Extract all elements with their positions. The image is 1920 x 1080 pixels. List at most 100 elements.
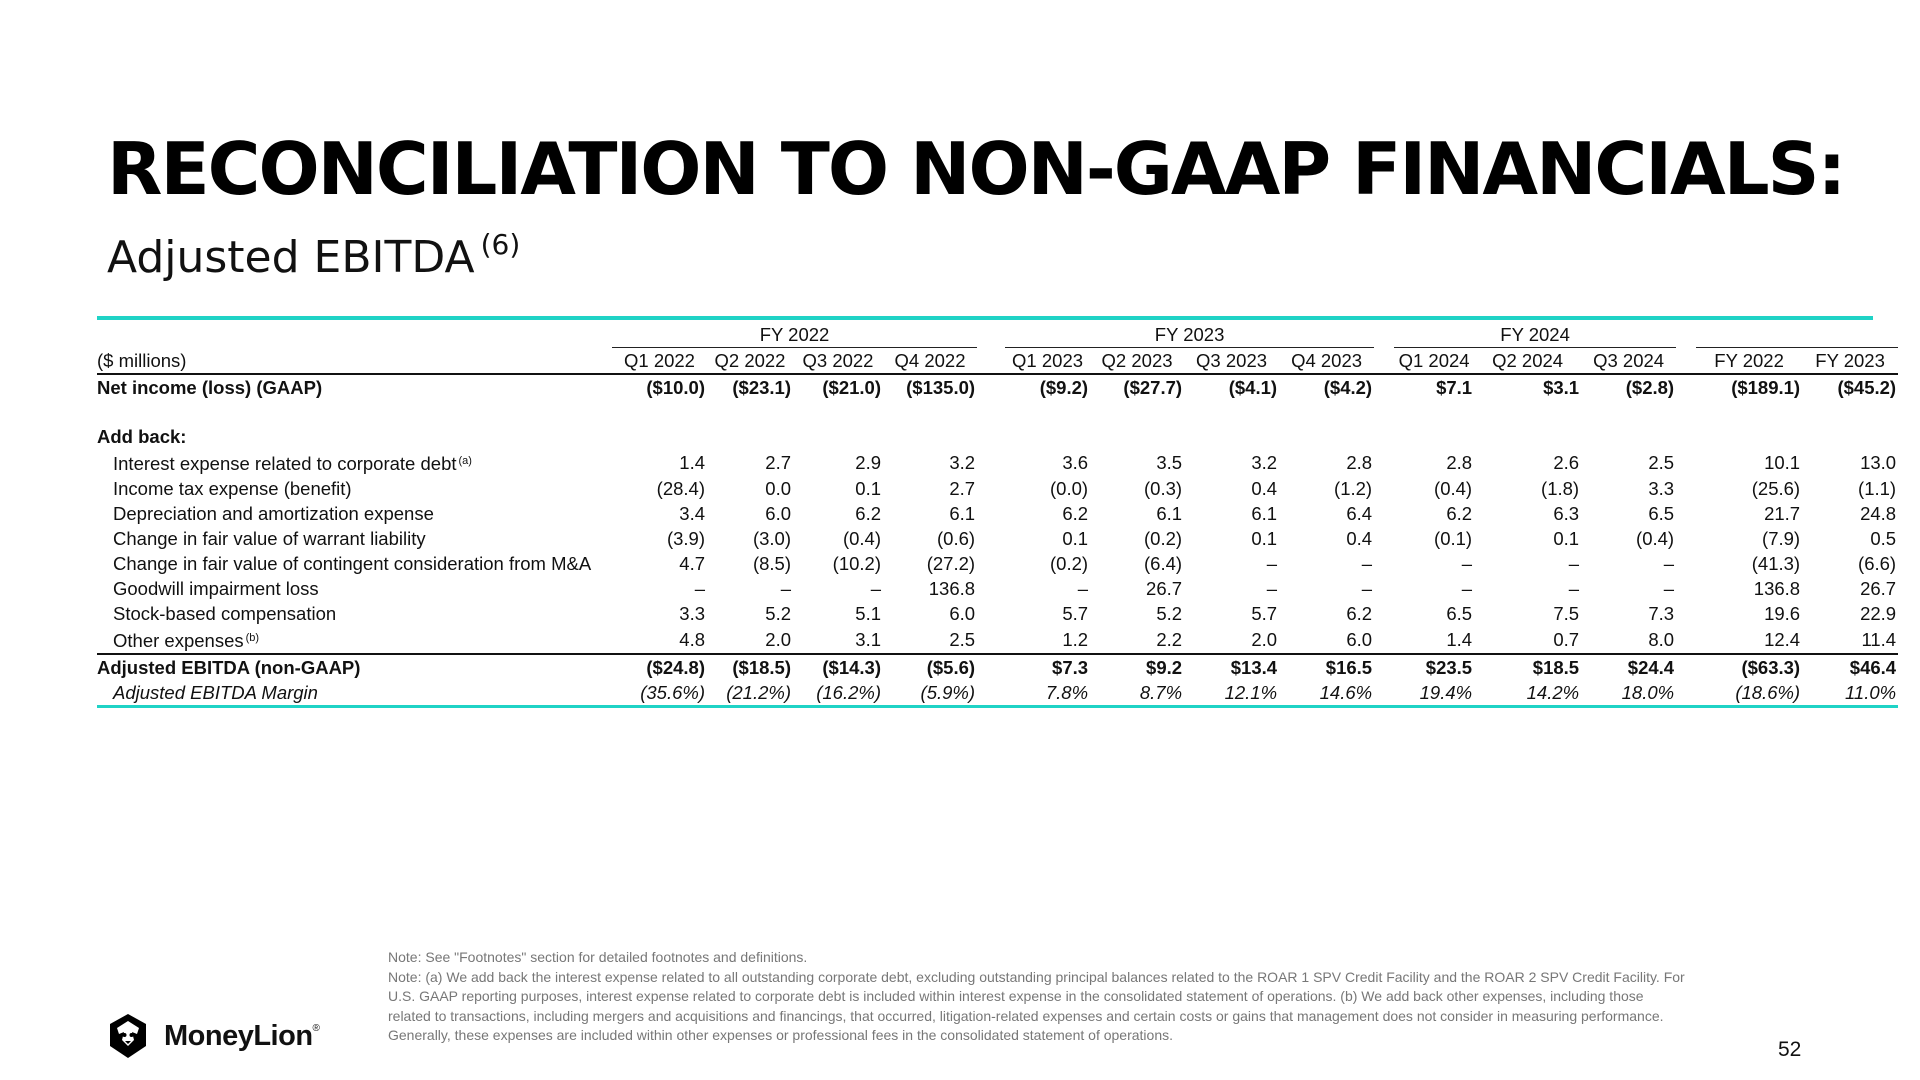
subtitle-text: Adjusted EBITDA — [107, 232, 475, 283]
table-cell: ($2.8) — [1625, 377, 1675, 398]
column-gap — [1676, 601, 1696, 626]
logo-wordmark: MoneyLion® — [164, 1020, 320, 1053]
table-cell: 11.0% — [1802, 680, 1899, 708]
table-cell: ($27.7) — [1123, 377, 1183, 398]
table-cell: – — [694, 578, 705, 599]
table-cell: ($135.0) — [906, 377, 976, 398]
table-cell: ($63.3) — [1696, 653, 1803, 680]
table-cell: 7.8% — [1005, 680, 1091, 708]
page-title: RECONCILIATION TO NON-GAAP FINANCIALS: — [107, 127, 1846, 211]
table-cell: 2.5 — [1648, 452, 1675, 473]
table-cell: – — [1361, 553, 1373, 574]
moneylion-logo: MoneyLion® — [104, 1012, 320, 1060]
table-cell: (0.1) — [1434, 528, 1473, 549]
column-gap — [977, 626, 1005, 654]
table-cell: ($21.0) — [822, 377, 881, 398]
table-cell: (16.2%) — [793, 680, 883, 708]
column-header: FY 2023 — [1802, 347, 1899, 375]
table-cell: – — [1461, 578, 1473, 599]
table-cell: (0.4) — [1434, 478, 1473, 499]
table-cell: 2.7 — [765, 452, 791, 473]
column-gap — [1676, 626, 1696, 654]
table-cell: 3.4 — [679, 503, 705, 524]
column-gap — [1676, 501, 1696, 526]
table-row-margin: Adjusted EBITDA Margin (35.6%) (21.2%) (16.… — [97, 680, 1899, 708]
column-gap — [977, 526, 1005, 551]
row-label: Goodwill impairment loss — [97, 576, 612, 601]
table-cell: 12.1% — [1184, 680, 1280, 708]
reconciliation-table: FY 2022 FY 2023 FY 2024 ($ millions) Q1 … — [97, 322, 1899, 708]
row-label-text: Net income (loss) (GAAP) — [97, 377, 323, 398]
table-cell: (27.2) — [926, 553, 976, 574]
table-cell: 6.1 — [1156, 503, 1183, 524]
row-label-text: Depreciation and amortization expense — [113, 503, 434, 524]
table-cell: 2.7 — [949, 478, 976, 499]
column-header: FY 2022 — [1696, 347, 1803, 375]
row-label-text: Adjusted EBITDA (non-GAAP) — [97, 657, 361, 678]
footnote-ref: (b) — [245, 632, 260, 644]
table-cell: 8.0 — [1648, 629, 1675, 650]
table-cell: 5.7 — [1062, 603, 1089, 624]
table-cell: 6.5 — [1648, 503, 1675, 524]
table-cell: 6.1 — [949, 503, 976, 524]
table-cell: (18.6%) — [1696, 680, 1803, 708]
table-cell: 1.4 — [1446, 629, 1473, 650]
column-header-row: ($ millions) Q1 2022 Q2 2022 Q3 2022 Q4 … — [97, 347, 1899, 375]
column-gap — [1676, 449, 1696, 476]
column-gap — [1374, 449, 1394, 476]
table-cell: 0.1 — [1062, 528, 1089, 549]
table-row: Net income (loss) (GAAP) ($10.0) ($23.1) ($… — [97, 374, 1898, 400]
table-row: Other expenses (b) 4.8 2.0 3.1 2.5 1.2 2.2 2.0 6.… — [97, 626, 1898, 654]
table-cell: 14.6% — [1279, 680, 1375, 708]
table-cell: 4.7 — [679, 553, 705, 574]
table-cell: 6.0 — [765, 503, 791, 524]
row-label: Stock-based compensation — [97, 601, 612, 626]
row-label-text: Other expenses — [113, 630, 244, 651]
table-cell: ($10.0) — [646, 377, 705, 398]
table-cell: (1.2) — [1334, 478, 1373, 499]
column-gap — [977, 551, 1005, 576]
add-back-label: Add back: — [97, 426, 187, 447]
row-label-text: Interest expense related to corporate de… — [113, 453, 457, 474]
fy-group-header: FY 2024 — [1394, 322, 1677, 348]
table-cell: ($45.2) — [1837, 377, 1897, 398]
table-row: Goodwill impairment loss – – – 136.8 – 26.7 – – –… — [97, 576, 1898, 601]
table-cell: 5.2 — [1156, 603, 1183, 624]
table-cell: 3.2 — [949, 452, 976, 473]
table-cell: (0.2) — [1144, 528, 1183, 549]
footnote-line: Note: (a) We add back the interest expen… — [388, 968, 1685, 1044]
table-cell: 0.1 — [855, 478, 881, 499]
table-cell: 6.0 — [1346, 629, 1373, 650]
column-gap — [1374, 374, 1394, 400]
table-row: Depreciation and amortization expense 3.4… — [97, 501, 1898, 526]
table-cell: $46.4 — [1802, 653, 1899, 680]
table-cell: – — [1568, 553, 1580, 574]
table-cell: (8.5) — [752, 553, 791, 574]
table-cell: $9.2 — [1090, 653, 1185, 680]
table-cell: ($23.1) — [732, 377, 791, 398]
table-cell: (3.0) — [752, 528, 791, 549]
table-cell: 6.1 — [1251, 503, 1278, 524]
table-cell: – — [1266, 553, 1278, 574]
column-gap — [1374, 551, 1394, 576]
table-cell: $7.1 — [1436, 377, 1473, 398]
column-gap — [977, 576, 1005, 601]
table-cell: ($189.1) — [1731, 377, 1801, 398]
column-gap — [1374, 526, 1394, 551]
table-cell: (21.2%) — [707, 680, 793, 708]
table-cell: 0.4 — [1346, 528, 1373, 549]
column-header: Q2 2023 — [1090, 347, 1185, 375]
table-cell: – — [1077, 578, 1089, 599]
table-cell: 3.6 — [1062, 452, 1089, 473]
page-subtitle: Adjusted EBITDA (6) — [107, 218, 520, 285]
table-cell: (0.0) — [1050, 478, 1089, 499]
table-cell: 0.5 — [1870, 528, 1897, 549]
table-cell: 6.2 — [1346, 603, 1373, 624]
column-header: Q4 2023 — [1279, 347, 1375, 375]
registered-mark: ® — [312, 1022, 320, 1034]
column-header: Q1 2022 — [612, 347, 707, 375]
table-cell: ($14.3) — [793, 653, 883, 680]
table-cell: (0.4) — [842, 528, 881, 549]
table-cell: 2.5 — [949, 629, 976, 650]
table-cell: 2.0 — [1251, 629, 1278, 650]
